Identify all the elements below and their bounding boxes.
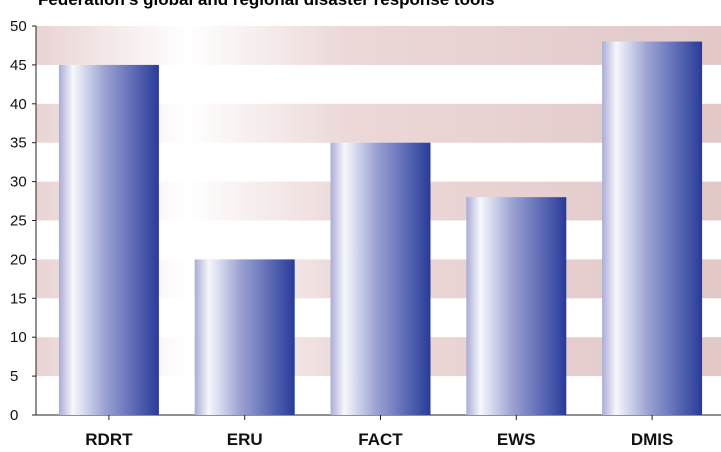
y-tick-label: 50 (10, 18, 27, 35)
x-tick-label: EWS (497, 430, 536, 449)
y-tick-label: 30 (10, 174, 27, 191)
chart-title: Federation's global and regional disaste… (38, 0, 698, 10)
y-tick-label: 25 (10, 213, 27, 230)
y-tick-label: 35 (10, 135, 27, 152)
y-tick-label: 10 (10, 329, 27, 346)
bar-fact (330, 142, 431, 415)
x-tick-label: RDRT (85, 430, 133, 449)
y-tick-label: 45 (10, 57, 27, 74)
y-tick-label: 5 (10, 368, 18, 385)
bar-eru (194, 259, 295, 415)
y-tick-label: 20 (10, 251, 27, 268)
bar-ews (466, 197, 567, 415)
x-tick-label: ERU (227, 430, 263, 449)
y-tick-label: 0 (10, 407, 18, 424)
y-tick-label: 15 (10, 290, 27, 307)
x-tick-label: DMIS (631, 430, 674, 449)
x-tick-label: FACT (358, 430, 403, 449)
y-tick-label: 40 (10, 96, 27, 113)
bar-dmis (602, 41, 703, 416)
bar-rdrt (58, 64, 159, 416)
tick-labels: 0 5 10 15 20 25 30 35 40 45 50 RDRT ERU FACT EWS DMIS (10, 18, 673, 449)
bars (58, 41, 703, 416)
